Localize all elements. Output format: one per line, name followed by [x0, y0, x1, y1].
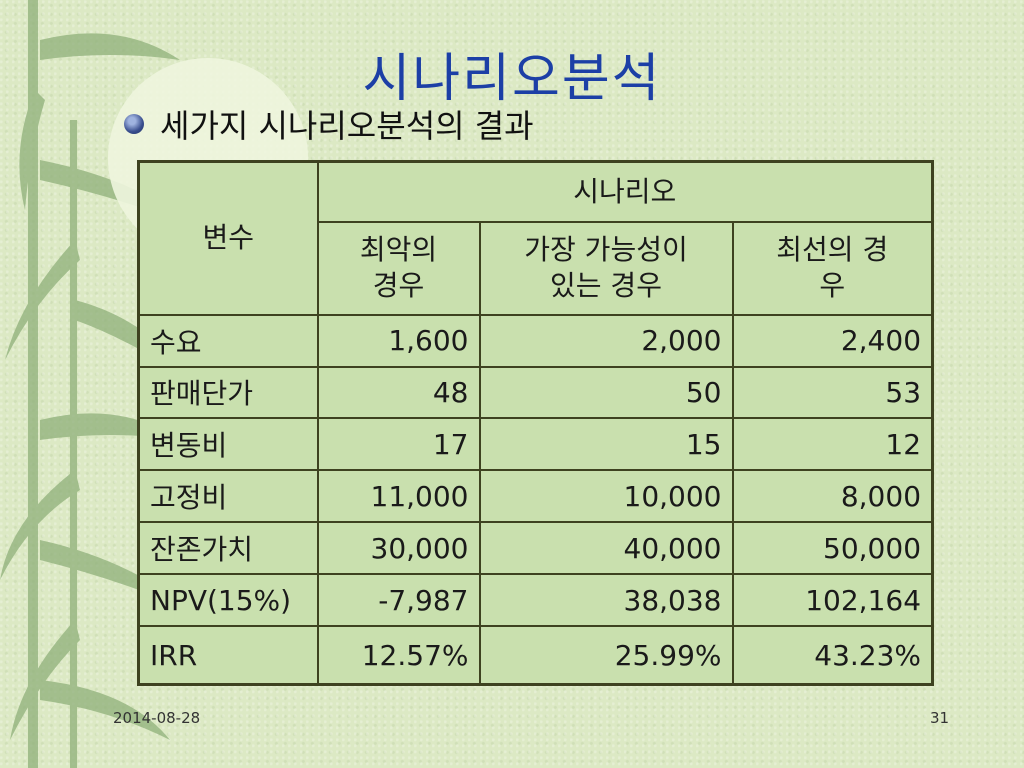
best-value: 2,400 — [731, 313, 934, 368]
best-value: 102,164 — [731, 573, 934, 628]
likely-value: 40,000 — [478, 521, 734, 576]
variable-header: 변수 — [137, 160, 319, 316]
worst-value: 17 — [316, 416, 481, 472]
best-value: 12 — [731, 416, 934, 472]
best-value: 43.23% — [731, 625, 934, 686]
likely-case-header: 가장 가능성이 있는 경우 — [478, 220, 734, 316]
likely-value: 38,038 — [478, 573, 734, 628]
likely-value: 10,000 — [478, 469, 734, 524]
scenario-table: 변수 시나리오 최악의 경우 가장 가능성이 있는 경우 최선의 경 우 수요 … — [137, 160, 935, 686]
slide-title: 시나리오분석 — [362, 49, 662, 109]
row-label: IRR — [137, 625, 319, 686]
worst-value: 30,000 — [316, 521, 481, 576]
worst-value: 12.57% — [316, 625, 481, 686]
worst-value: 1,600 — [316, 313, 481, 368]
row-label: NPV(15%) — [137, 573, 319, 628]
footer-date: 2014-08-28 — [113, 709, 201, 727]
worst-value: -7,987 — [316, 573, 481, 628]
row-label: 잔존가치 — [137, 521, 319, 576]
row-label: 변동비 — [137, 416, 319, 472]
slide-subtitle: 세가지 시나리오분석의 결과 — [160, 107, 534, 145]
table-row: 변동비 17 15 12 — [137, 416, 934, 472]
table-row: 고정비 11,000 10,000 8,000 — [137, 469, 934, 524]
page-number: 31 — [930, 709, 950, 727]
row-label: 판매단가 — [137, 365, 319, 419]
likely-value: 25.99% — [478, 625, 734, 686]
likely-value: 2,000 — [478, 313, 734, 368]
worst-value: 11,000 — [316, 469, 481, 524]
best-value: 8,000 — [731, 469, 934, 524]
table-row: NPV(15%) -7,987 38,038 102,164 — [137, 573, 934, 628]
table-row: 잔존가치 30,000 40,000 50,000 — [137, 521, 934, 576]
best-case-header: 최선의 경 우 — [731, 220, 934, 316]
worst-value: 48 — [316, 365, 481, 419]
bullet-icon — [124, 114, 144, 134]
best-value: 53 — [731, 365, 934, 419]
table-row: IRR 12.57% 25.99% 43.23% — [137, 625, 934, 686]
table-row: 판매단가 48 50 53 — [137, 365, 934, 419]
worst-case-header: 최악의 경우 — [316, 220, 481, 316]
table-row: 수요 1,600 2,000 2,400 — [137, 313, 934, 368]
likely-value: 15 — [478, 416, 734, 472]
best-value: 50,000 — [731, 521, 934, 576]
scenario-header: 시나리오 — [316, 160, 934, 223]
likely-value: 50 — [478, 365, 734, 419]
table-subheader-row: 최악의 경우 가장 가능성이 있는 경우 최선의 경 우 — [139, 220, 934, 316]
table-header-row: 변수 시나리오 — [137, 160, 934, 316]
row-label: 고정비 — [137, 469, 319, 524]
row-label: 수요 — [137, 313, 319, 368]
